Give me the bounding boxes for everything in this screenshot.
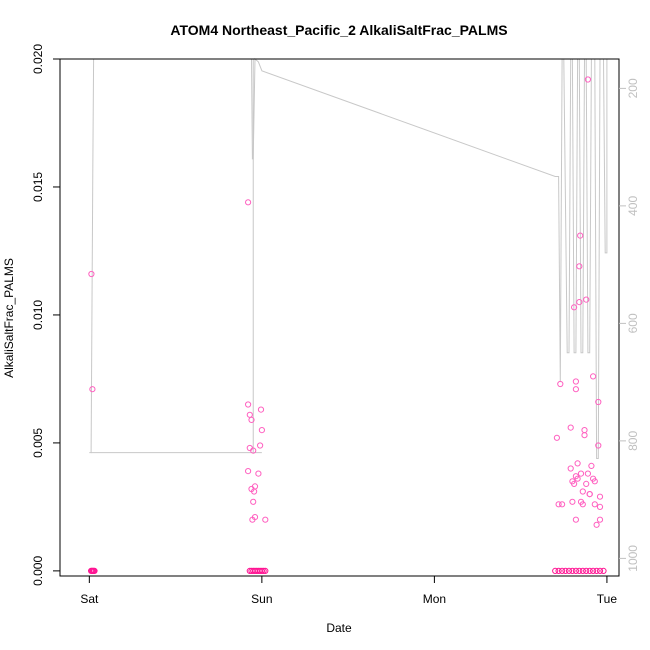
y2-tick-label: 800: [626, 431, 640, 451]
data-point: [576, 299, 583, 306]
data-point: [562, 567, 569, 575]
data-point: [250, 498, 257, 505]
data-point: [88, 270, 95, 278]
data-point: [557, 380, 564, 388]
data-point: [572, 386, 580, 393]
data-point: [553, 434, 561, 441]
data-point: [595, 442, 602, 449]
plot-frame: [59, 58, 620, 577]
data-point: [251, 488, 258, 495]
data-point: [596, 503, 604, 510]
data-point: [258, 427, 265, 434]
data-point: [591, 501, 598, 508]
data-point: [590, 373, 597, 380]
data-point: [574, 475, 581, 482]
data-point: [572, 516, 580, 523]
line-layer: [89, 57, 608, 459]
x-tick-label: Mon: [423, 592, 446, 606]
data-point: [572, 567, 580, 575]
data-point: [591, 478, 598, 485]
data-point: [590, 567, 597, 575]
data-point: [583, 296, 590, 303]
y2-tick-label: 400: [626, 196, 640, 216]
data-point: [262, 567, 269, 575]
x-tick-label: Sun: [251, 592, 272, 606]
data-point: [262, 516, 269, 523]
data-point: [246, 411, 253, 418]
y-axis: 0.000 0.005 0.010 0.015 0.020: [31, 44, 60, 586]
data-point: [574, 460, 581, 467]
data-point: [255, 470, 262, 477]
data-point: [91, 567, 98, 575]
data-point: [552, 567, 559, 575]
y-tick-label: 0.015: [31, 172, 45, 202]
data-point: [245, 468, 252, 475]
data-point: [583, 480, 590, 487]
data-point: [577, 232, 584, 239]
data-point: [576, 263, 583, 270]
y2-tick-label: 600: [626, 313, 640, 333]
data-point: [586, 491, 593, 498]
data-point: [555, 501, 562, 508]
data-point: [596, 516, 604, 523]
data-point: [250, 447, 257, 454]
data-point: [571, 304, 578, 311]
data-point: [579, 501, 586, 508]
data-point: [567, 465, 574, 472]
y2-tick-label: 1000: [626, 545, 640, 572]
data-point: [596, 493, 604, 500]
x-axis-label: Date: [326, 621, 352, 635]
data-point: [596, 567, 604, 575]
data-point: [593, 567, 600, 575]
data-point: [595, 398, 602, 406]
chart-title: ATOM4 Northeast_Pacific_2 AlkaliSaltFrac…: [170, 22, 507, 38]
data-point: [584, 470, 592, 477]
data-point: [565, 567, 573, 575]
y2-tick-label: 200: [626, 78, 640, 98]
data-point: [257, 406, 265, 413]
data-point: [576, 567, 583, 575]
data-point: [577, 470, 585, 477]
data-point: [581, 432, 588, 439]
y-tick-label: 0.005: [31, 428, 45, 458]
data-point: [569, 498, 576, 505]
data-point: [593, 521, 600, 528]
y-tick-label: 0.010: [31, 300, 45, 330]
y-tick-label: 0.020: [31, 44, 45, 74]
data-point: [569, 478, 576, 485]
data-point: [257, 442, 264, 449]
points-layer: [88, 76, 607, 575]
data-point: [245, 401, 252, 408]
data-point: [555, 567, 562, 575]
data-point: [600, 567, 607, 575]
data-point: [559, 501, 566, 508]
data-point: [584, 76, 592, 83]
data-point: [569, 567, 576, 575]
data-point: [567, 424, 574, 431]
data-point: [249, 516, 256, 523]
data-point: [248, 416, 255, 423]
y-tick-label: 0.000: [31, 556, 45, 586]
data-point: [581, 427, 588, 434]
data-point: [579, 488, 586, 495]
data-point: [260, 567, 267, 575]
data-point: [559, 567, 566, 575]
x-tick-label: Tue: [597, 592, 618, 606]
y2-axis: 200 400 600 800 1000: [619, 78, 640, 572]
data-point: [245, 199, 252, 206]
data-point: [579, 567, 586, 575]
data-point: [258, 567, 265, 575]
x-axis: Sat Sun Mon Tue: [80, 575, 618, 606]
series-line: [89, 57, 608, 459]
y-axis-label: AlkaliSaltFrac_PALMS: [2, 258, 16, 378]
data-point: [586, 567, 593, 575]
data-point: [583, 567, 590, 575]
data-point: [588, 462, 595, 469]
data-point: [89, 386, 96, 393]
x-tick-label: Sat: [80, 592, 99, 606]
data-point: [572, 378, 580, 385]
